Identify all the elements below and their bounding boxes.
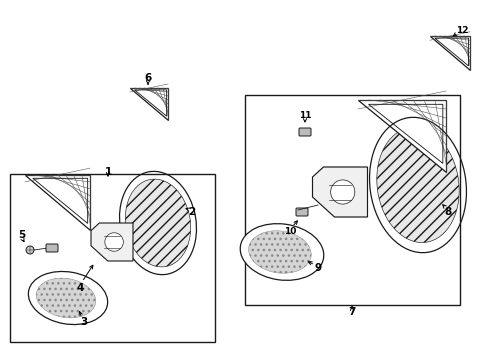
- Ellipse shape: [36, 278, 96, 318]
- Bar: [244, 95, 459, 305]
- Text: 5: 5: [19, 230, 25, 240]
- Ellipse shape: [240, 224, 323, 280]
- FancyBboxPatch shape: [295, 208, 307, 216]
- Circle shape: [330, 180, 354, 204]
- Text: 12: 12: [455, 26, 468, 35]
- Text: 3: 3: [80, 317, 87, 327]
- Polygon shape: [130, 88, 168, 120]
- Text: 2: 2: [188, 207, 195, 217]
- Ellipse shape: [125, 179, 190, 267]
- Bar: [10, 174, 215, 342]
- Circle shape: [26, 246, 34, 254]
- Text: 9: 9: [314, 263, 321, 273]
- Polygon shape: [429, 36, 469, 70]
- Ellipse shape: [376, 127, 458, 243]
- Text: 10: 10: [283, 228, 296, 237]
- Circle shape: [104, 233, 123, 251]
- Polygon shape: [91, 223, 133, 261]
- Text: 11: 11: [298, 111, 311, 120]
- Polygon shape: [357, 100, 445, 172]
- Polygon shape: [312, 167, 367, 217]
- Text: 6: 6: [144, 73, 151, 83]
- Ellipse shape: [248, 231, 310, 273]
- Text: 7: 7: [347, 307, 355, 317]
- Text: 8: 8: [444, 207, 451, 217]
- Ellipse shape: [28, 271, 107, 324]
- Text: 4: 4: [76, 283, 83, 293]
- Polygon shape: [25, 175, 90, 230]
- Text: 1: 1: [104, 167, 111, 177]
- FancyBboxPatch shape: [298, 128, 310, 136]
- FancyBboxPatch shape: [46, 244, 58, 252]
